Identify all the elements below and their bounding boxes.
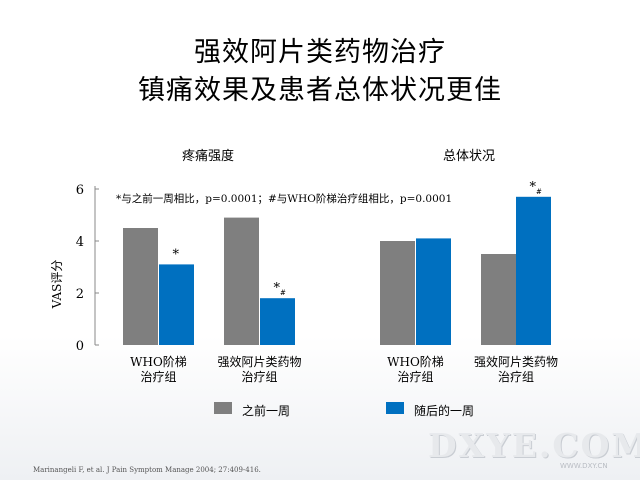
- watermark-logo: DXYE.COM: [428, 426, 640, 465]
- significance-annotation: *与之前一周相比，p=0.0001；#与WHO阶梯治疗组相比，p=0.0001: [116, 192, 452, 205]
- category-label: 治疗组: [140, 370, 176, 384]
- category-label: 治疗组: [498, 370, 534, 384]
- category-label: 治疗组: [241, 370, 277, 384]
- bar-pain-who-after: [159, 264, 194, 345]
- category-label: 治疗组: [397, 370, 433, 384]
- panel-title-pain: 疼痛强度: [182, 149, 235, 164]
- y-tick-label: 6: [76, 183, 84, 198]
- y-axis-label: VAS评分: [50, 260, 64, 310]
- bar-pain-opioid-after: [260, 298, 295, 345]
- bar-overall-who-before: [380, 241, 415, 345]
- slide-title-line1: 强效阿片类药物治疗: [194, 37, 446, 68]
- category-label: WHO阶梯: [387, 355, 444, 369]
- watermark-subtext: WWW.DXY.CN: [560, 462, 608, 470]
- legend-swatch-before: [214, 402, 232, 414]
- panel-title-overall: 总体状况: [443, 149, 496, 164]
- legend-label-after: 随后的一周: [414, 404, 475, 418]
- category-label: 强效阿片类药物: [217, 354, 301, 369]
- category-label: WHO阶梯: [130, 355, 187, 369]
- y-tick-label: 2: [76, 287, 84, 302]
- y-tick-label: 0: [76, 339, 84, 354]
- citation-footer: Marinangeli F, et al. J Pain Symptom Man…: [33, 466, 261, 474]
- bar-overall-who-after: [416, 238, 451, 345]
- bar-pain-who-before: [123, 228, 158, 345]
- significance-mark: *: [173, 247, 180, 262]
- y-tick-label: 4: [76, 235, 84, 250]
- significance-mark: *#: [530, 180, 543, 196]
- legend-swatch-after: [386, 402, 404, 414]
- significance-mark: *#: [274, 281, 287, 297]
- category-label: 强效阿片类药物: [474, 354, 558, 369]
- slide-title-line2: 镇痛效果及患者总体状况更佳: [138, 75, 502, 106]
- legend-label-before: 之前一周: [242, 404, 291, 418]
- bar-pain-opioid-before: [224, 217, 259, 345]
- bar-overall-opioid-after: [516, 196, 551, 345]
- bar-overall-opioid-before: [481, 254, 516, 345]
